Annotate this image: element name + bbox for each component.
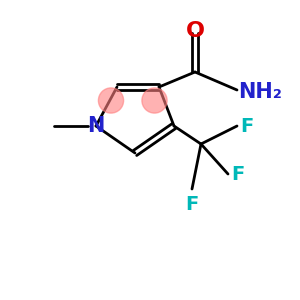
Circle shape — [142, 88, 167, 113]
Text: NH₂: NH₂ — [238, 82, 282, 101]
Text: F: F — [241, 116, 254, 136]
Circle shape — [98, 88, 124, 113]
Text: O: O — [185, 22, 205, 41]
Text: N: N — [87, 116, 105, 136]
Text: F: F — [185, 195, 199, 214]
Text: F: F — [232, 164, 245, 184]
